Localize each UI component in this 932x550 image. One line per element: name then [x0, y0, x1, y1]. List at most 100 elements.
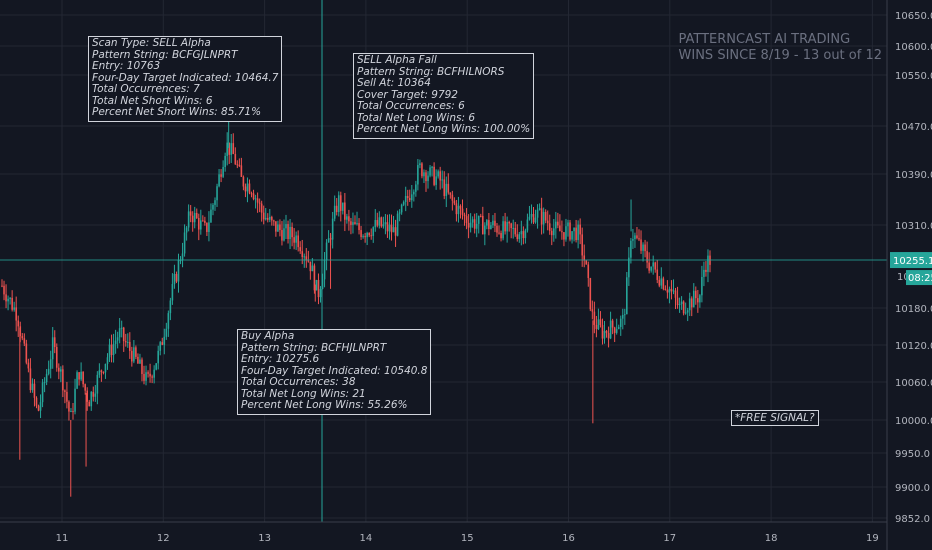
- candle-body: [591, 309, 594, 312]
- candle-body: [200, 220, 202, 230]
- candle-body: [271, 216, 273, 221]
- candle-body: [648, 262, 650, 271]
- candle-body: [587, 264, 590, 279]
- candle-body: [88, 401, 91, 407]
- candle-body: [297, 235, 299, 248]
- candle-body: [293, 237, 295, 243]
- candle-body: [333, 205, 336, 219]
- candle-body: [291, 226, 293, 238]
- candle-body: [193, 212, 196, 223]
- candle-body: [350, 221, 352, 225]
- candle-body: [504, 221, 506, 232]
- candle-body: [116, 337, 119, 341]
- note-line: Total Occurrences: 7: [92, 83, 200, 95]
- note-line: Total Net Short Wins: 6: [92, 94, 213, 107]
- candle-body: [169, 300, 172, 314]
- candle-body: [642, 244, 644, 251]
- candle-body: [516, 234, 519, 240]
- candle-body: [15, 307, 18, 321]
- candle-body: [173, 273, 176, 285]
- candle-body: [419, 163, 421, 166]
- candle-body: [153, 369, 155, 378]
- candle-body: [358, 223, 360, 231]
- candle-body: [376, 220, 379, 226]
- y-tick-label: 10650.0: [895, 11, 932, 22]
- candle-body: [131, 350, 133, 362]
- candle-body: [236, 164, 239, 166]
- candle-body: [41, 382, 44, 403]
- candle-body: [563, 232, 565, 240]
- candle-body: [307, 260, 310, 262]
- candle-body: [62, 369, 64, 391]
- candle-body: [214, 200, 216, 205]
- candle-body: [410, 194, 413, 201]
- candle-body: [179, 260, 182, 262]
- y-tick-label: 9852.0: [895, 514, 930, 525]
- candle-body: [244, 186, 247, 192]
- y-tick-label: 10120.0: [895, 341, 932, 352]
- candle-body: [133, 347, 135, 362]
- candle-body: [183, 232, 186, 254]
- candle-body: [512, 227, 515, 229]
- note-line: Entry: 10275.6: [241, 353, 320, 365]
- candle-body: [185, 227, 188, 233]
- watermark-line-1: PATTERNCAST AI TRADING: [678, 32, 851, 47]
- candle-body: [25, 343, 28, 363]
- candle-body: [380, 217, 383, 227]
- candle-body: [175, 273, 178, 282]
- candle-body: [228, 142, 231, 155]
- watermark-line-2: WINS SINCE 8/19 - 13 out of 12: [678, 48, 882, 63]
- candle-body: [680, 301, 683, 305]
- candle-body: [672, 290, 675, 292]
- candle-body: [120, 327, 123, 329]
- candle-body: [526, 219, 529, 231]
- note-line: Four-Day Target Indicated: 10464.7: [92, 71, 279, 84]
- candle-body: [299, 247, 302, 252]
- candle-body: [301, 251, 304, 257]
- candle-body: [366, 232, 368, 238]
- candle-body: [108, 344, 111, 358]
- candle-body: [346, 216, 348, 220]
- candle-body: [177, 260, 180, 282]
- candle-body: [465, 216, 468, 224]
- candle-body: [268, 216, 271, 220]
- candle-body: [39, 402, 42, 411]
- candle-body: [630, 240, 632, 258]
- candle-body: [494, 220, 496, 226]
- candle-body: [189, 211, 192, 216]
- candle-body: [690, 298, 693, 308]
- candle-body: [122, 327, 125, 342]
- countdown-tag: [906, 270, 932, 286]
- candle-body: [678, 304, 681, 306]
- candle-body: [473, 219, 476, 229]
- candle-body: [532, 213, 535, 223]
- candle-body: [216, 186, 218, 201]
- candle-body: [400, 204, 403, 213]
- candle-body: [240, 165, 243, 177]
- candle-body: [94, 393, 97, 397]
- candle-body: [589, 278, 592, 310]
- note-line: SELL Alpha Fall: [357, 54, 437, 66]
- candle-body: [155, 363, 157, 370]
- watermark: PATTERNCAST AI TRADING WINS SINCE 8/19 -…: [679, 32, 882, 64]
- candle-body: [573, 227, 575, 232]
- candle-body: [684, 312, 687, 314]
- candle-body: [703, 269, 705, 277]
- candle-body: [384, 222, 387, 225]
- candle-body: [98, 370, 101, 375]
- candle-body: [311, 265, 314, 272]
- candle-body: [191, 215, 194, 223]
- x-tick-label: 18: [765, 533, 778, 544]
- candle-body: [335, 205, 338, 213]
- candle-body: [337, 195, 340, 213]
- candle-body: [96, 374, 99, 394]
- candle-body: [114, 340, 117, 344]
- candle-body: [646, 251, 648, 263]
- candle-body: [634, 235, 636, 240]
- candle-body: [636, 235, 638, 239]
- candle-body: [463, 214, 466, 217]
- candle-body: [238, 164, 241, 166]
- candle-body: [555, 221, 557, 229]
- candle-body: [252, 193, 255, 200]
